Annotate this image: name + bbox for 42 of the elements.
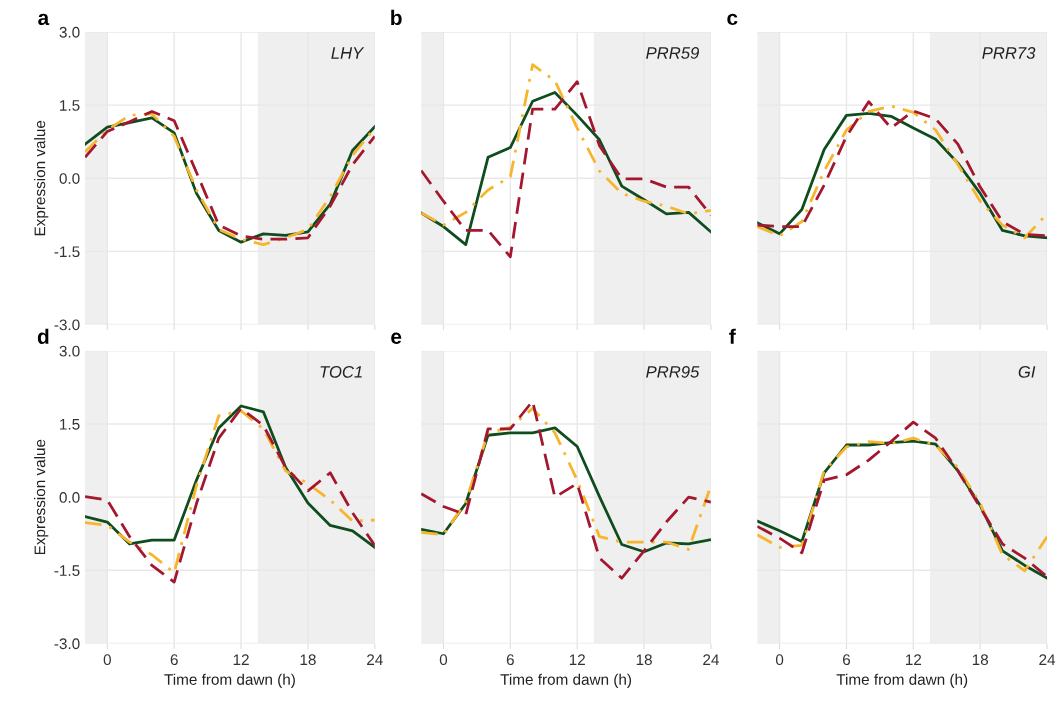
x-tick-label: 18 (300, 654, 316, 666)
chart-title: b (391, 9, 402, 26)
y-tick-label: 1.5 (60, 419, 80, 430)
x-tick-label: 24 (1039, 654, 1056, 665)
x-tick-label: 6 (842, 654, 851, 666)
x-tick-label: 12 (905, 654, 922, 665)
y-tick-label: 3.0 (59, 345, 80, 357)
y-tick-label: -1.5 (54, 565, 80, 576)
x-tick-label: 12 (233, 654, 249, 665)
annotation: PRR95 (646, 365, 700, 378)
x-axis-title: Time from dawn (h) (836, 673, 968, 688)
chart-title: d (37, 328, 49, 344)
x-tick-label: 24 (703, 654, 719, 665)
chart-title: c (727, 13, 738, 26)
x-tick-label: 24 (367, 654, 383, 665)
annotation: TOC1 (320, 365, 362, 378)
y-axis-title: Expression value (34, 439, 49, 555)
annotation: GI (1018, 365, 1036, 378)
x-tick-label: 0 (439, 654, 448, 666)
y-axis-title: Expression value (34, 120, 49, 236)
y-tick-label: 0.0 (59, 492, 80, 503)
x-tick-label: 0 (775, 654, 784, 666)
y-tick-label: 0.0 (59, 173, 80, 184)
y-tick-label: -3.0 (54, 319, 80, 331)
y-tick-label: 3.0 (59, 26, 80, 38)
x-tick-label: 18 (636, 654, 652, 666)
chart-title: a (38, 13, 50, 26)
y-tick-label: -3.0 (54, 638, 80, 650)
annotation: LHY (331, 47, 365, 59)
x-tick-label: 18 (972, 654, 989, 666)
chart-title: f (729, 328, 736, 344)
x-tick-label: 6 (170, 654, 178, 666)
chart-title: e (391, 332, 402, 344)
annotation: PRR73 (982, 47, 1036, 59)
annotation: PRR59 (646, 47, 699, 59)
x-axis-title: Time from dawn (h) (164, 673, 295, 688)
x-tick-label: 0 (103, 654, 111, 666)
x-axis-title: Time from dawn (h) (500, 673, 632, 688)
x-tick-label: 12 (569, 654, 585, 665)
x-tick-label: 6 (506, 654, 514, 666)
y-tick-label: -1.5 (54, 246, 80, 258)
y-tick-label: 1.5 (60, 100, 80, 111)
